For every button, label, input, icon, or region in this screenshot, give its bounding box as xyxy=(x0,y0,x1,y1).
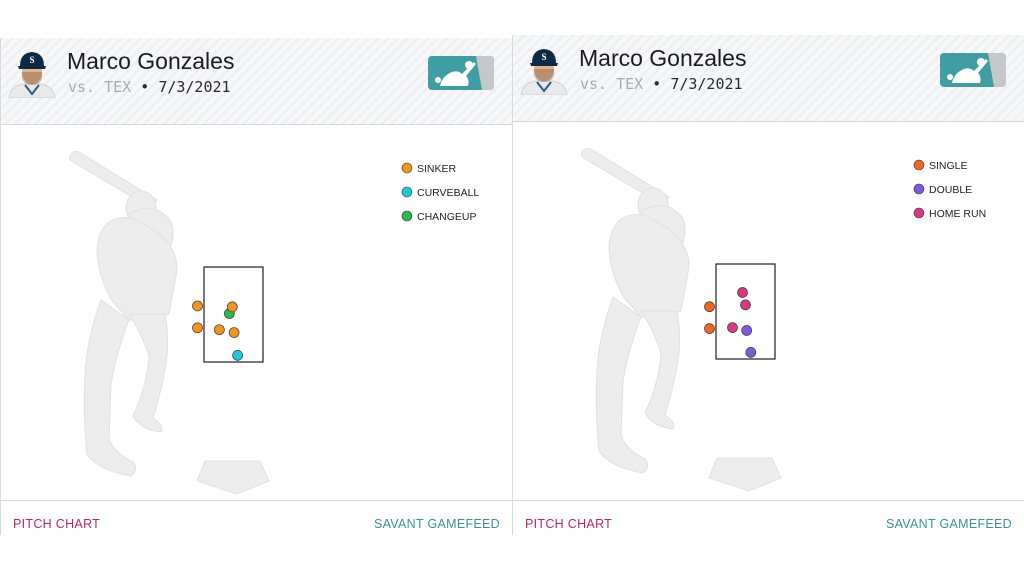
savant-gamefeed-link[interactable]: SAVANT GAMEFEED xyxy=(373,517,500,531)
svg-text:S: S xyxy=(541,52,546,62)
player-name: Marco Gonzales xyxy=(579,45,747,71)
legend-label: DOUBLE xyxy=(929,184,972,196)
chart-legend: SINKER CURVEBALL CHANGEUP xyxy=(401,162,479,223)
pitch-point xyxy=(704,301,715,313)
pitch-point xyxy=(704,323,715,334)
panel-header: S Marco Gonzales vs. TEX • 7/3/2021 xyxy=(513,35,1024,122)
pitch-point xyxy=(228,327,240,338)
pitch-chart-panel: S Marco Gonzales vs. TEX • 7/3/2021 SINK… xyxy=(0,38,513,535)
savant-gamefeed-link[interactable]: SAVANT GAMEFEED xyxy=(885,517,1012,531)
game-info: vs. TEX • 7/3/2021 xyxy=(68,78,231,96)
chart-legend: SINGLE DOUBLE HOME RUN xyxy=(913,159,986,220)
mlb-logo-icon xyxy=(940,53,1006,87)
strike-zone xyxy=(715,263,776,360)
pitch-points xyxy=(704,287,757,358)
pitch-location-chart: SINKER CURVEBALL CHANGEUP xyxy=(68,150,479,495)
legend-label: SINGLE xyxy=(929,160,968,172)
home-plate-shape xyxy=(708,457,782,492)
hit-result-chart-panel: S Marco Gonzales vs. TEX • 7/3/2021 SING… xyxy=(512,35,1024,535)
legend-label: CURVEBALL xyxy=(417,187,479,199)
legend-marker xyxy=(913,207,925,219)
pitch-points xyxy=(192,300,243,361)
separator-dot: • xyxy=(140,78,150,96)
pitch-chart-label: PITCH CHART xyxy=(525,517,613,531)
opponent-label: vs. TEX xyxy=(580,75,644,93)
legend-label: HOME RUN xyxy=(929,208,986,220)
player-headshot-avatar: S xyxy=(520,49,568,95)
hit-location-chart: SINGLE DOUBLE HOME RUN xyxy=(580,147,986,492)
legend-marker xyxy=(401,186,413,198)
front-leg-shape xyxy=(128,313,169,433)
legend-label: CHANGEUP xyxy=(417,211,477,223)
opponent-label: vs. TEX xyxy=(68,78,132,96)
game-date: 7/3/2021 xyxy=(158,78,231,96)
legend-label: SINKER xyxy=(417,163,457,175)
player-name: Marco Gonzales xyxy=(67,48,235,74)
panel-footer: PITCH CHART SAVANT GAMEFEED xyxy=(1,500,512,535)
pitch-point xyxy=(737,287,748,298)
pitch-point xyxy=(727,322,738,333)
legend-marker xyxy=(401,162,413,174)
pitch-point xyxy=(192,300,203,312)
legend-marker xyxy=(913,159,925,171)
pitch-point xyxy=(741,325,753,336)
panel-header: S Marco Gonzales vs. TEX • 7/3/2021 xyxy=(1,38,512,125)
back-leg-shape xyxy=(595,296,649,474)
front-leg-shape xyxy=(640,310,681,430)
mlb-logo-icon xyxy=(428,56,494,90)
strike-zone xyxy=(203,266,264,363)
legend-marker xyxy=(913,183,925,195)
pitch-point xyxy=(213,324,225,336)
svg-text:S: S xyxy=(29,55,34,65)
separator-dot: • xyxy=(652,75,662,93)
batter-silhouette xyxy=(580,147,690,474)
batter-silhouette xyxy=(68,150,178,477)
pitch-point xyxy=(192,322,203,334)
pitch-point xyxy=(232,350,243,361)
game-info: vs. TEX • 7/3/2021 xyxy=(580,75,743,93)
home-plate-shape xyxy=(196,460,270,495)
pitch-point xyxy=(740,299,751,311)
panel-footer: PITCH CHART SAVANT GAMEFEED xyxy=(513,500,1024,535)
pitch-point xyxy=(226,301,238,313)
back-leg-shape xyxy=(83,299,137,477)
pitch-point xyxy=(745,347,757,358)
legend-marker xyxy=(401,210,413,222)
game-date: 7/3/2021 xyxy=(670,75,743,93)
pitch-chart-label: PITCH CHART xyxy=(13,517,101,531)
player-headshot-avatar: S xyxy=(8,52,56,98)
